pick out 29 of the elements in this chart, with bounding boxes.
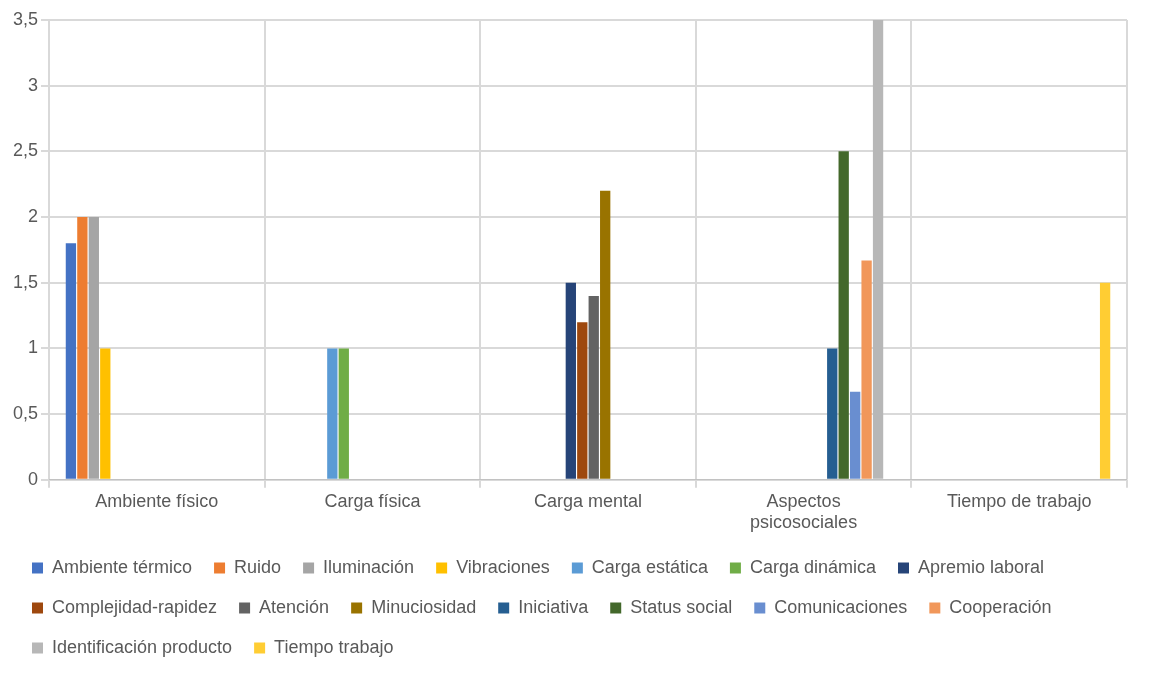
y-tick-label: 1 (28, 337, 39, 358)
legend-label: Ruido (234, 556, 282, 577)
legend-label: Cooperación (949, 596, 1052, 617)
y-tick-label: 3,5 (12, 8, 39, 29)
x-tick-label: Carga física (324, 490, 422, 511)
y-tick-label: 0,5 (12, 403, 39, 424)
x-tick-label: Tiempo de trabajo (946, 490, 1092, 511)
legend-label: Tiempo trabajo (274, 636, 394, 657)
x-tick-label: Ambiente físico (95, 490, 219, 511)
legend-label: Ambiente térmico (52, 556, 193, 577)
x-tick-label: Carga mental (533, 490, 643, 511)
y-tick-label: 2,5 (12, 140, 39, 161)
legend-label: Atención (259, 596, 330, 617)
legend-label: Status social (630, 596, 733, 617)
legend-label: Minuciosidad (371, 596, 477, 617)
legend-label: Comunicaciones (774, 596, 908, 617)
x-tick-label: Aspectos psicosociales (750, 490, 858, 533)
legend-label: Complejidad-rapidez (52, 596, 218, 617)
legend-label: Carga dinámica (749, 556, 877, 577)
y-tick-label: 0 (28, 468, 39, 489)
y-tick-label: 2 (28, 206, 39, 227)
legend-label: Carga estática (591, 556, 709, 577)
legend-label: Iluminación (323, 556, 415, 577)
legend-label: Apremio laboral (917, 556, 1045, 577)
legend-label: Vibraciones (456, 556, 550, 577)
y-tick-label: 3 (28, 74, 39, 95)
legend-label: Identificación producto (52, 636, 233, 657)
y-tick-label: 1,5 (12, 271, 39, 292)
legend-label: Iniciativa (518, 596, 590, 617)
